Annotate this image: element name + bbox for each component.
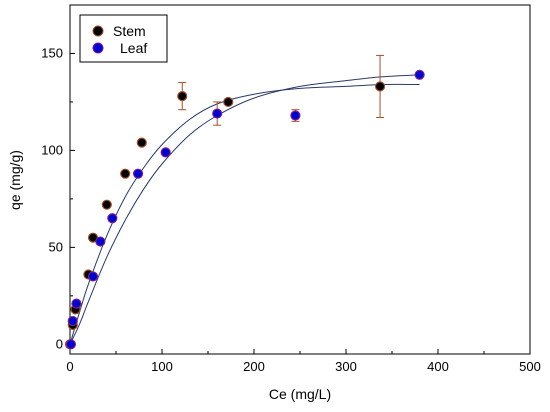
x-tick-label: 400	[427, 359, 449, 374]
data-point-leaf	[212, 108, 223, 119]
data-point-leaf	[67, 315, 78, 327]
x-tick-label: 100	[151, 359, 173, 374]
x-axis-label: Ce (mg/L)	[269, 386, 331, 402]
y-tick-label: 50	[49, 239, 63, 254]
x-tick-label: 300	[335, 359, 357, 374]
y-tick-label: 0	[56, 336, 63, 351]
data-point-stem	[136, 137, 147, 148]
y-axis-label: qe (mg/g)	[7, 150, 23, 210]
data-point-stem	[374, 81, 386, 92]
data-point-leaf	[107, 213, 118, 224]
data-point-leaf	[160, 147, 171, 158]
fit-curve-2	[69, 74, 420, 345]
data-point-leaf	[71, 298, 82, 309]
data-point-leaf	[95, 236, 106, 247]
data-point-stem	[177, 91, 188, 102]
data-point-stem	[223, 96, 234, 108]
legend-marker-leaf	[92, 42, 104, 54]
legend: Stem Leaf	[79, 14, 168, 63]
data-point-leaf	[65, 339, 77, 350]
legend-marker-stem	[92, 25, 104, 37]
data-point-leaf	[290, 110, 301, 121]
y-tick-label: 100	[41, 142, 63, 157]
data-point-stem	[101, 199, 112, 210]
x-tick-label: 500	[519, 359, 541, 374]
data-points	[64, 69, 425, 350]
y-tick-label: 150	[41, 45, 63, 60]
x-axis: 0 100 200 300 400 500	[66, 349, 541, 374]
legend-label-leaf: Leaf	[120, 40, 147, 56]
data-point-leaf	[87, 271, 99, 282]
x-tick-label: 200	[243, 359, 265, 374]
data-point-stem	[120, 168, 131, 179]
fit-curves	[69, 74, 420, 345]
data-point-leaf	[132, 168, 144, 179]
fit-curve-1	[69, 83, 420, 345]
legend-label-stem: Stem	[113, 23, 146, 39]
legend-box	[79, 14, 168, 63]
x-tick-label: 0	[66, 359, 73, 374]
data-point-leaf	[414, 69, 425, 80]
